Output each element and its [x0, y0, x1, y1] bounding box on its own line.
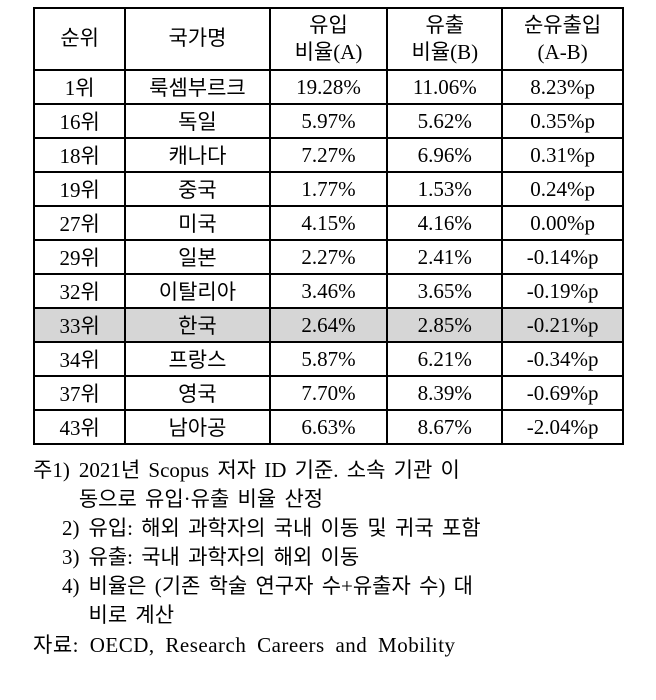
net-cell: 8.23%p: [501, 69, 624, 105]
rank-cell: 1위: [32, 69, 127, 105]
net-cell: -0.14%p: [501, 239, 624, 275]
outflow-cell: 2.41%: [386, 239, 504, 275]
table-row: 19위 중국 1.77% 1.53% 0.24%p: [32, 171, 624, 207]
net-cell: 0.35%p: [501, 103, 624, 139]
footnote-label: 주1): [33, 458, 70, 482]
country-cell: 캐나다: [124, 137, 271, 173]
footnote: 4) 비율은 (기존 학술 연구자 수+유출자 수) 대 비로 계산: [33, 572, 624, 630]
outflow-cell: 6.21%: [386, 341, 504, 377]
inflow-cell: 6.63%: [268, 409, 389, 445]
table-header: 순위 국가명 유입 비율(A) 유출 비율(B) 순유출입 (A-B): [32, 7, 624, 71]
col-header-country: 국가명: [124, 7, 271, 71]
country-cell: 프랑스: [124, 341, 271, 377]
net-cell: -0.34%p: [501, 341, 624, 377]
country-cell: 중국: [124, 171, 271, 207]
rank-cell: 18위: [32, 137, 127, 173]
outflow-cell: 5.62%: [386, 103, 504, 139]
col-header-inflow: 유입 비율(A): [268, 7, 389, 71]
country-cell: 룩셈부르크: [124, 69, 271, 105]
net-cell: -0.21%p: [501, 307, 624, 343]
footnote-text: 비율은 (기존 학술 연구자 수+유출자 수) 대 비로 계산: [88, 574, 473, 627]
footnote-label: 3): [62, 545, 80, 569]
inflow-cell: 3.46%: [268, 273, 389, 309]
source-line: 자료: OECD, Research Careers and Mobility: [33, 633, 456, 657]
inflow-cell: 19.28%: [268, 69, 389, 105]
outflow-cell: 2.85%: [386, 307, 504, 343]
table-row: 37위 영국 7.70% 8.39% -0.69%p: [32, 375, 624, 411]
outflow-cell: 6.96%: [386, 137, 504, 173]
outflow-cell: 8.67%: [386, 409, 504, 445]
col-header-net: 순유출입 (A-B): [501, 7, 624, 71]
inflow-cell: 5.97%: [268, 103, 389, 139]
table-row: 18위 캐나다 7.27% 6.96% 0.31%p: [32, 137, 624, 173]
inflow-cell: 2.27%: [268, 239, 389, 275]
header-row: 순위 국가명 유입 비율(A) 유출 비율(B) 순유출입 (A-B): [32, 7, 624, 71]
inflow-cell: 1.77%: [268, 171, 389, 207]
rank-cell: 27위: [32, 205, 127, 241]
inflow-cell: 4.15%: [268, 205, 389, 241]
table-row: 16위 독일 5.97% 5.62% 0.35%p: [32, 103, 624, 139]
rank-cell: 43위: [32, 409, 127, 445]
net-cell: -0.69%p: [501, 375, 624, 411]
outflow-cell: 4.16%: [386, 205, 504, 241]
rank-cell: 16위: [32, 103, 127, 139]
net-cell: 0.00%p: [501, 205, 624, 241]
inflow-cell: 7.70%: [268, 375, 389, 411]
col-header-outflow: 유출 비율(B): [386, 7, 504, 71]
rank-cell: 33위: [32, 307, 127, 343]
table-row-korea: 33위 한국 2.64% 2.85% -0.21%p: [32, 307, 624, 343]
country-cell: 독일: [124, 103, 271, 139]
table-row: 29위 일본 2.27% 2.41% -0.14%p: [32, 239, 624, 275]
inflow-cell: 5.87%: [268, 341, 389, 377]
table-row: 43위 남아공 6.63% 8.67% -2.04%p: [32, 409, 624, 445]
outflow-cell: 11.06%: [386, 69, 504, 105]
footnote-text: 2021년 Scopus 저자 ID 기준. 소속 기관 이 동으로 유입·유출…: [78, 458, 460, 511]
country-cell: 미국: [124, 205, 271, 241]
net-cell: -0.19%p: [501, 273, 624, 309]
outflow-cell: 1.53%: [386, 171, 504, 207]
footnote: 2) 유입: 해외 과학자의 국내 이동 및 귀국 포함: [33, 514, 624, 543]
table-body: 1위 룩셈부르크 19.28% 11.06% 8.23%p 16위 독일 5.9…: [32, 69, 624, 445]
table-row: 32위 이탈리아 3.46% 3.65% -0.19%p: [32, 273, 624, 309]
inflow-cell: 7.27%: [268, 137, 389, 173]
rank-cell: 34위: [32, 341, 127, 377]
net-cell: 0.24%p: [501, 171, 624, 207]
country-cell: 한국: [124, 307, 271, 343]
footnote: 3) 유출: 국내 과학자의 해외 이동: [33, 543, 624, 572]
table-row: 1위 룩셈부르크 19.28% 11.06% 8.23%p: [32, 69, 624, 105]
net-cell: -2.04%p: [501, 409, 624, 445]
researcher-mobility-table: 순위 국가명 유입 비율(A) 유출 비율(B) 순유출입 (A-B) 1위 룩…: [32, 7, 624, 445]
footnote: 주1) 2021년 Scopus 저자 ID 기준. 소속 기관 이 동으로 유…: [33, 456, 624, 514]
rank-cell: 37위: [32, 375, 127, 411]
rank-cell: 32위: [32, 273, 127, 309]
footnote-text: 유입: 해외 과학자의 국내 이동 및 귀국 포함: [88, 516, 481, 540]
net-cell: 0.31%p: [501, 137, 624, 173]
table-row: 34위 프랑스 5.87% 6.21% -0.34%p: [32, 341, 624, 377]
country-cell: 남아공: [124, 409, 271, 445]
rank-cell: 19위: [32, 171, 127, 207]
table-row: 27위 미국 4.15% 4.16% 0.00%p: [32, 205, 624, 241]
outflow-cell: 3.65%: [386, 273, 504, 309]
inflow-cell: 2.64%: [268, 307, 389, 343]
footnotes: 주1) 2021년 Scopus 저자 ID 기준. 소속 기관 이 동으로 유…: [33, 456, 624, 630]
country-cell: 영국: [124, 375, 271, 411]
country-cell: 일본: [124, 239, 271, 275]
col-header-rank: 순위: [32, 7, 127, 71]
outflow-cell: 8.39%: [386, 375, 504, 411]
footnote-label: 2): [62, 516, 80, 540]
footnote-label: 4): [62, 574, 80, 598]
country-cell: 이탈리아: [124, 273, 271, 309]
footnote-text: 유출: 국내 과학자의 해외 이동: [88, 545, 360, 569]
rank-cell: 29위: [32, 239, 127, 275]
